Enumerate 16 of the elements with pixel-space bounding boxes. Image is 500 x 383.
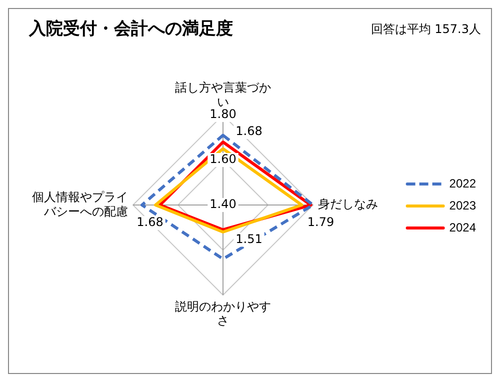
y-tick-label: 1.60	[210, 152, 236, 166]
data-label: 1.79	[307, 215, 334, 230]
data-label: 1.68	[236, 124, 262, 138]
text: 回答は平均 157.3人	[370, 21, 481, 38]
chart-title: 入院受付・会計への満足度	[29, 18, 233, 40]
spoke-label: 身だしなみ	[318, 197, 378, 212]
data-label: 1.51	[236, 232, 262, 246]
legend-label: 2024	[449, 220, 476, 234]
data-label: 1.68	[136, 215, 164, 230]
legend-label: 2023	[449, 198, 476, 212]
legend-label: 2022	[449, 176, 476, 190]
spoke-label: 説明のわかりやすさ	[175, 299, 271, 328]
spoke-label: 個人情報やプライバシーへの配慮	[32, 190, 128, 218]
y-tick-label: 1.40	[210, 197, 236, 212]
y-tick-label: 1.80	[210, 107, 236, 122]
spoke-label: 話し方や言葉づかい	[175, 80, 271, 109]
